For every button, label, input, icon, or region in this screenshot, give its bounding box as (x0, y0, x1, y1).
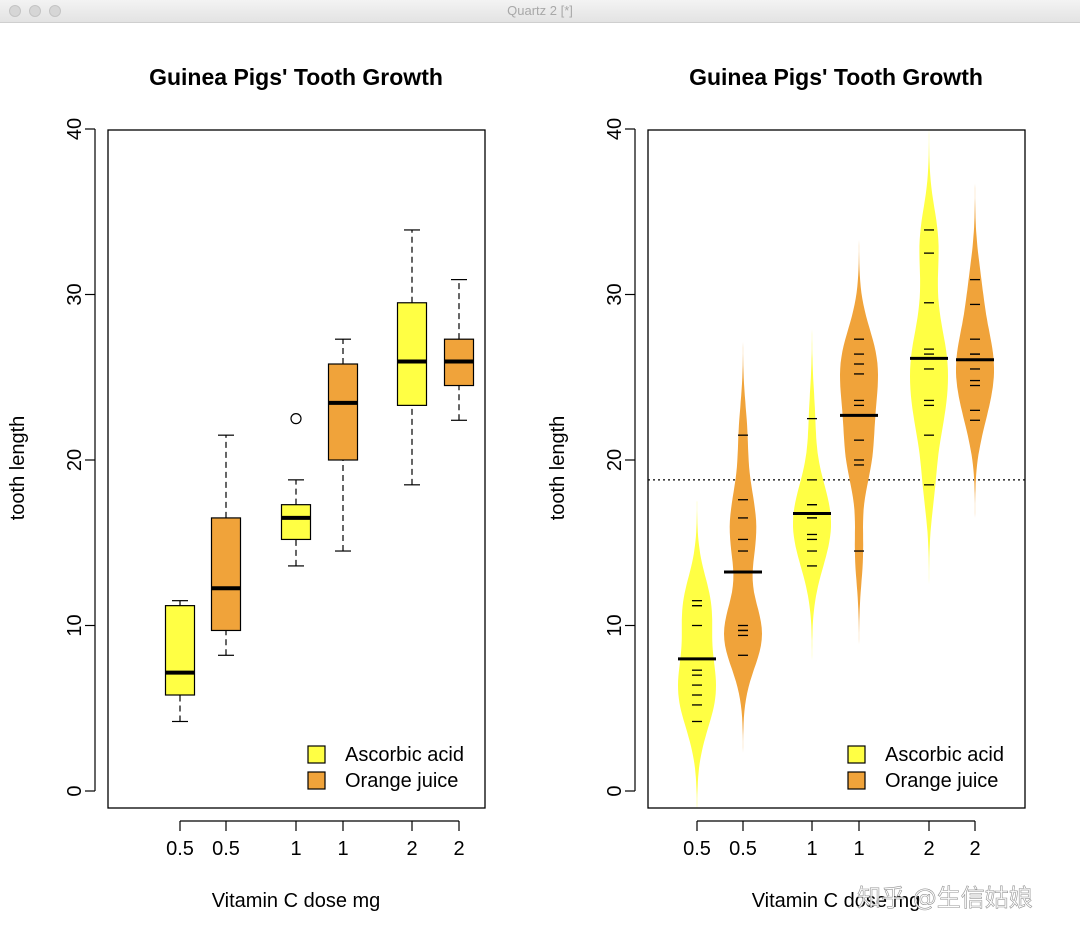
x-tick-label: 0.5 (212, 838, 240, 860)
chart-title: Guinea Pigs' Tooth Growth (689, 64, 983, 90)
x-tick-label: 0.5 (166, 838, 194, 860)
y-axis-label: tooth length (7, 416, 29, 521)
legend-label: Orange juice (345, 770, 458, 792)
legend-swatch-ascorbic (307, 745, 326, 764)
legend-swatch-ascorbic (847, 745, 866, 764)
y-axis-label: tooth length (547, 416, 569, 521)
x-tick-label: 1 (337, 838, 348, 860)
x-axis-label: Vitamin C dose mg (212, 890, 381, 912)
x-axis: 0.5 0.5 1 1 2 2 (166, 820, 465, 860)
beanplot-panel: Guinea Pigs' Tooth Growth Vitamin C dose… (547, 64, 1026, 912)
chart-title: Guinea Pigs' Tooth Growth (149, 64, 443, 90)
legend-label: Orange juice (885, 770, 998, 792)
y-tick-label: 40 (64, 118, 86, 140)
boxplot-panel: Guinea Pigs' Tooth Growth Vitamin C dose… (7, 64, 486, 912)
x-tick-label: 1 (290, 838, 301, 860)
legend: Ascorbic acid Orange juice (307, 744, 464, 792)
x-tick-label: 2 (453, 838, 464, 860)
legend-label: Ascorbic acid (885, 744, 1004, 766)
beanplot-marks (648, 129, 1025, 808)
bean-density (793, 319, 831, 666)
y-tick-label: 10 (64, 614, 86, 636)
x-tick-label: 1 (806, 838, 817, 860)
box (210, 517, 242, 632)
x-axis-label: Vitamin C dose mg (752, 890, 921, 912)
bean-density (724, 335, 762, 753)
plot-frame (107, 129, 486, 809)
close-window-button[interactable] (9, 5, 21, 17)
x-tick-label: 2 (923, 838, 934, 860)
box (396, 302, 428, 406)
x-tick-label: 1 (853, 838, 864, 860)
legend-swatch-orange (307, 771, 326, 790)
y-tick-label: 40 (604, 118, 626, 140)
boxplot-marks (164, 229, 475, 723)
box (280, 504, 312, 541)
y-tick-label: 30 (64, 283, 86, 305)
window-titlebar: Quartz 2 [*] (0, 0, 1080, 23)
x-tick-label: 2 (406, 838, 417, 860)
bean-density (910, 129, 948, 585)
y-tick-label: 30 (604, 283, 626, 305)
bean-density (956, 178, 994, 518)
legend-swatch-orange (847, 771, 866, 790)
legend-label: Ascorbic acid (345, 744, 464, 766)
box (164, 605, 196, 696)
plot-frame (647, 129, 1026, 809)
y-tick-label: 20 (604, 449, 626, 471)
outlier-point (290, 413, 302, 425)
minimize-window-button[interactable] (29, 5, 41, 17)
box (327, 363, 359, 461)
legend: Ascorbic acid Orange juice (847, 744, 1004, 792)
bean-density (840, 239, 878, 651)
x-tick-label: 2 (969, 838, 980, 860)
y-tick-label: 0 (604, 785, 626, 796)
y-axis: 0 10 20 30 40 (604, 118, 636, 797)
zoom-window-button[interactable] (49, 5, 61, 17)
watermark: 知乎 @生信姑娘 (857, 884, 1033, 912)
x-tick-label: 0.5 (729, 838, 757, 860)
y-axis: 0 10 20 30 40 (64, 118, 96, 797)
bean-density (678, 501, 716, 808)
x-axis: 0.5 0.5 1 1 2 2 (683, 820, 981, 860)
y-tick-label: 0 (64, 785, 86, 796)
x-tick-label: 0.5 (683, 838, 711, 860)
window-title: Quartz 2 [*] (507, 3, 573, 18)
y-tick-label: 20 (64, 449, 86, 471)
y-tick-label: 10 (604, 614, 626, 636)
